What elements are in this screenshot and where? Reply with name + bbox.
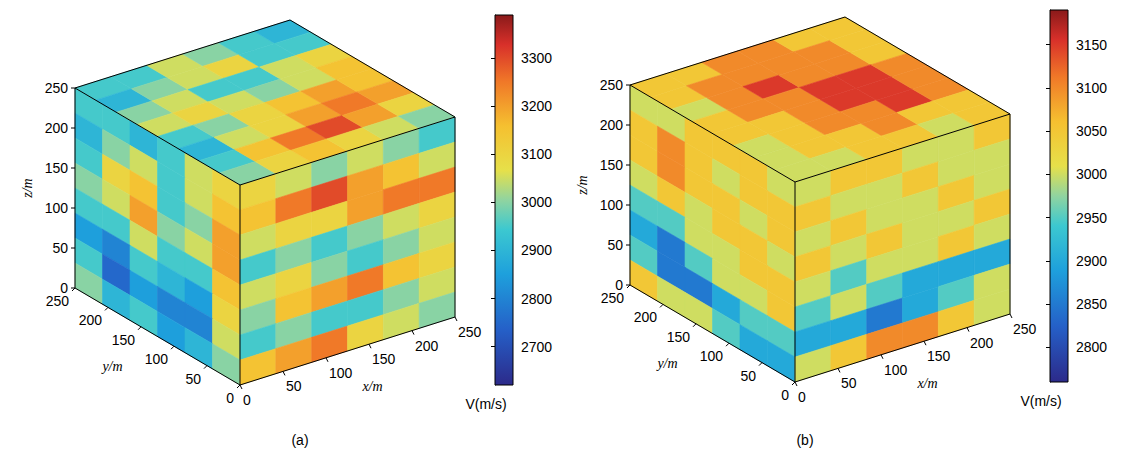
svg-text:100: 100 [600,197,624,213]
svg-text:150: 150 [372,351,396,367]
svg-text:200: 200 [79,312,103,328]
svg-text:150: 150 [600,157,624,173]
svg-text:x/m: x/m [916,376,937,391]
svg-text:250: 250 [600,77,624,93]
svg-text:200: 200 [45,120,69,136]
svg-text:3300: 3300 [521,50,552,66]
svg-text:50: 50 [740,368,756,384]
svg-text:200: 200 [970,335,994,351]
svg-text:2900: 2900 [521,242,552,258]
svg-text:y/m: y/m [655,356,677,371]
svg-text:200: 200 [634,309,658,325]
svg-text:3100: 3100 [1076,80,1107,96]
svg-text:100: 100 [700,348,724,364]
svg-text:y/m: y/m [100,359,122,374]
svg-text:50: 50 [185,371,201,387]
svg-text:150: 150 [112,332,136,348]
svg-text:150: 150 [667,329,691,345]
svg-text:3000: 3000 [1076,166,1107,182]
svg-text:3000: 3000 [521,194,552,210]
svg-text:250: 250 [1013,321,1037,337]
svg-text:50: 50 [841,375,857,391]
svg-text:3200: 3200 [521,98,552,114]
svg-text:3150: 3150 [1076,37,1107,53]
svg-text:150: 150 [45,160,69,176]
svg-text:250: 250 [45,80,69,96]
svg-text:3100: 3100 [521,146,552,162]
svg-text:100: 100 [329,365,353,381]
svg-text:50: 50 [607,237,623,253]
svg-text:0: 0 [615,277,623,293]
svg-text:0: 0 [226,390,234,406]
svg-text:0: 0 [243,392,251,408]
svg-text:2700: 2700 [521,339,552,355]
svg-text:100: 100 [145,351,169,367]
svg-text:100: 100 [45,200,69,216]
svg-text:50: 50 [52,240,68,256]
svg-text:z/m: z/m [20,178,35,198]
svg-text:0: 0 [60,280,68,296]
svg-text:0: 0 [798,389,806,405]
svg-text:(a): (a) [291,432,308,448]
svg-text:0: 0 [781,387,789,403]
svg-text:50: 50 [286,378,302,394]
svg-text:250: 250 [46,293,70,309]
svg-text:2800: 2800 [1076,339,1107,355]
svg-text:2800: 2800 [521,291,552,307]
svg-text:250: 250 [601,290,625,306]
svg-text:150: 150 [927,348,951,364]
svg-text:V(m/s): V(m/s) [1020,393,1061,409]
svg-text:(b): (b) [796,432,813,448]
svg-text:250: 250 [458,324,482,340]
svg-text:200: 200 [600,117,624,133]
svg-text:3050: 3050 [1076,123,1107,139]
svg-text:200: 200 [415,338,439,354]
svg-text:z/m: z/m [575,175,590,195]
svg-text:2850: 2850 [1076,296,1107,312]
svg-text:2900: 2900 [1076,253,1107,269]
svg-text:V(m/s): V(m/s) [465,396,506,412]
svg-text:2950: 2950 [1076,210,1107,226]
svg-text:100: 100 [884,362,908,378]
svg-text:x/m: x/m [361,379,382,394]
